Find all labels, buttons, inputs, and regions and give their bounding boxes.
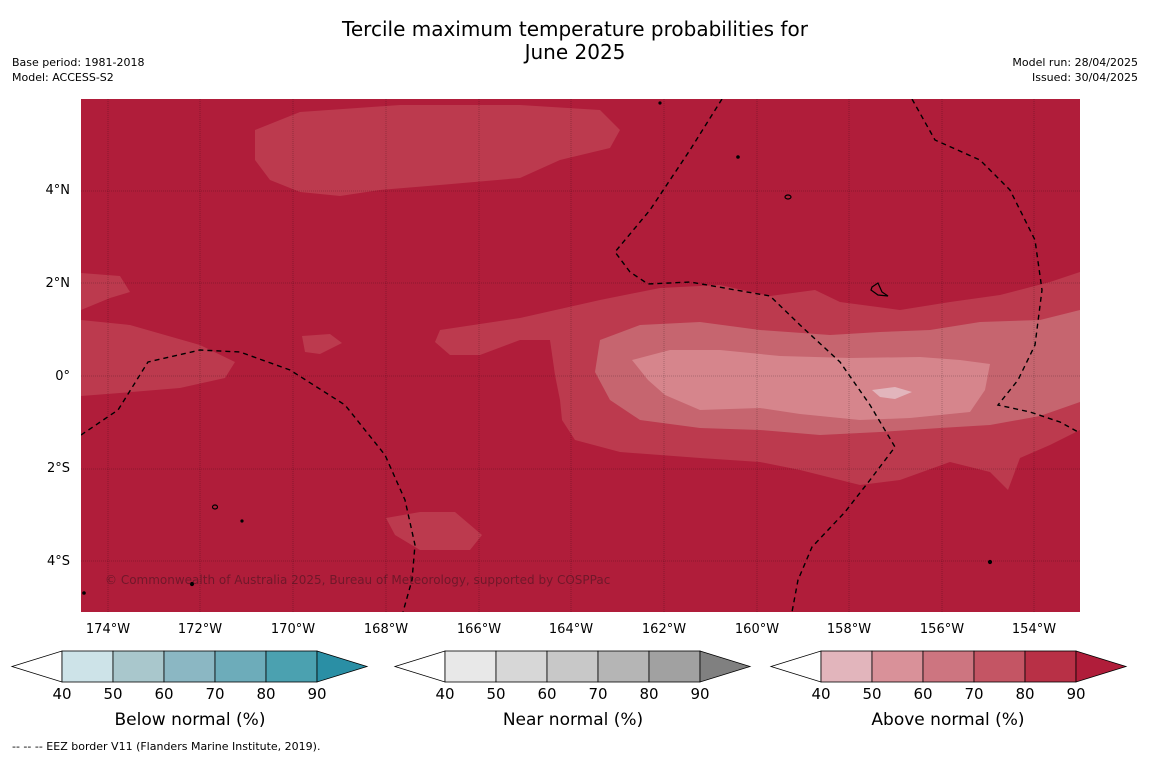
colorbar-below-bin-4	[265, 650, 318, 683]
colorbar-title-below: Below normal (%)	[114, 710, 266, 730]
model-run: Model run: 28/04/2025	[1012, 56, 1138, 69]
colorbar-above-tick: 70	[964, 685, 983, 703]
colorbar-above-under	[769, 650, 822, 683]
contour-70-south	[386, 512, 482, 550]
colorbar-above-tick: 90	[1066, 685, 1085, 703]
colorbar-below-under	[10, 650, 63, 683]
model-name: Model: ACCESS-S2	[12, 71, 114, 84]
colorbar-below-bin-2	[163, 650, 216, 683]
meta-right: Model run: 28/04/2025 Issued: 30/04/2025	[1012, 55, 1138, 85]
contour-70-small	[302, 334, 342, 354]
lat-label-2n: 2°N	[45, 276, 71, 291]
colorbar-below-tick: 70	[205, 685, 224, 703]
colorbar-near-tick: 90	[690, 685, 709, 703]
contour-70-west	[81, 320, 235, 396]
colorbar-below-tick: 80	[256, 685, 275, 703]
colorbar-below-tick: 90	[307, 685, 326, 703]
lon-label-170w: 170°W	[270, 622, 316, 637]
colorbar-near-tick: 60	[537, 685, 556, 703]
title-line-1: Tercile maximum temperature probabilitie…	[342, 17, 808, 41]
lon-label-166w: 166°W	[456, 622, 502, 637]
issued-date: Issued: 30/04/2025	[1031, 71, 1138, 84]
colorbar-near-bin-3	[597, 650, 650, 683]
colorbar-above-tick: 60	[913, 685, 932, 703]
meta-left: Base period: 1981-2018 Model: ACCESS-S2	[12, 55, 144, 85]
colorbar-near-tick: 40	[435, 685, 454, 703]
lat-label-0: 0°	[55, 369, 70, 384]
colorbar-title-above: Above normal (%)	[871, 710, 1025, 730]
contour-40-spot	[872, 387, 912, 399]
colorbar-below-tick: 40	[52, 685, 71, 703]
contour-50-central	[632, 350, 990, 420]
colorbar-title-near: Near normal (%)	[502, 710, 644, 730]
contour-70-west-top	[81, 273, 130, 310]
colorbar-above-bin-4	[1024, 650, 1077, 683]
lat-label-2s: 2°S	[46, 461, 70, 476]
colorbar-above-bin-1	[871, 650, 924, 683]
copyright-notice: © Commonwealth of Australia 2025, Bureau…	[105, 573, 611, 587]
lat-label-4n: 4°N	[45, 183, 71, 198]
colorbar-above-bin-0	[820, 650, 873, 683]
base-period: Base period: 1981-2018	[12, 56, 145, 69]
colorbar-near-tick: 70	[588, 685, 607, 703]
colorbar-near-bin-4	[648, 650, 701, 683]
map-title: Tercile maximum temperature probabilitie…	[0, 18, 1150, 64]
colorbar-above-bin-3	[973, 650, 1026, 683]
colorbar-near-tick: 80	[639, 685, 658, 703]
lon-label-172w: 172°W	[177, 622, 223, 637]
lon-label-158w: 158°W	[826, 622, 872, 637]
colorbar-above-bin-2	[922, 650, 975, 683]
map-area	[81, 99, 1080, 612]
eez-footnote: -- -- -- EEZ border V11 (Flanders Marine…	[12, 740, 321, 753]
lat-label-4s: 4°S	[46, 554, 70, 569]
lon-label-174w: 174°W	[85, 622, 131, 637]
colorbar-above-tick: 50	[862, 685, 881, 703]
colorbar-below-over	[316, 650, 369, 683]
contour-70-north	[255, 105, 620, 196]
lon-label-160w: 160°W	[734, 622, 780, 637]
colorbar-near-under	[393, 650, 446, 683]
islands	[82, 101, 993, 595]
colorbar-near-tick: 50	[486, 685, 505, 703]
colorbar-below-tick: 60	[154, 685, 173, 703]
colorbar-near-bin-2	[546, 650, 599, 683]
lon-label-154w: 154°W	[1011, 622, 1057, 637]
colorbar-near-bin-1	[495, 650, 548, 683]
colorbar-near-bin-0	[444, 650, 497, 683]
colorbar-above-over	[1075, 650, 1128, 683]
lon-label-162w: 162°W	[641, 622, 687, 637]
colorbar-below-bin-0	[61, 650, 114, 683]
lon-label-168w: 168°W	[363, 622, 409, 637]
colorbar-above-tick: 80	[1015, 685, 1034, 703]
gridlines	[81, 99, 1080, 612]
colorbar-above-tick: 40	[811, 685, 830, 703]
colorbar-below-tick: 50	[103, 685, 122, 703]
colorbar-below-bin-1	[112, 650, 165, 683]
title-line-2: June 2025	[524, 40, 626, 64]
eez-borders	[81, 99, 1080, 612]
colorbar-near-over	[699, 650, 752, 683]
lon-label-156w: 156°W	[919, 622, 965, 637]
colorbars: 40 50 60 70 80 90 40 50 60 70 80 90 40 50 60 70 80 90	[10, 650, 1128, 703]
colorbar-below-bin-3	[214, 650, 267, 683]
lon-label-164w: 164°W	[548, 622, 594, 637]
